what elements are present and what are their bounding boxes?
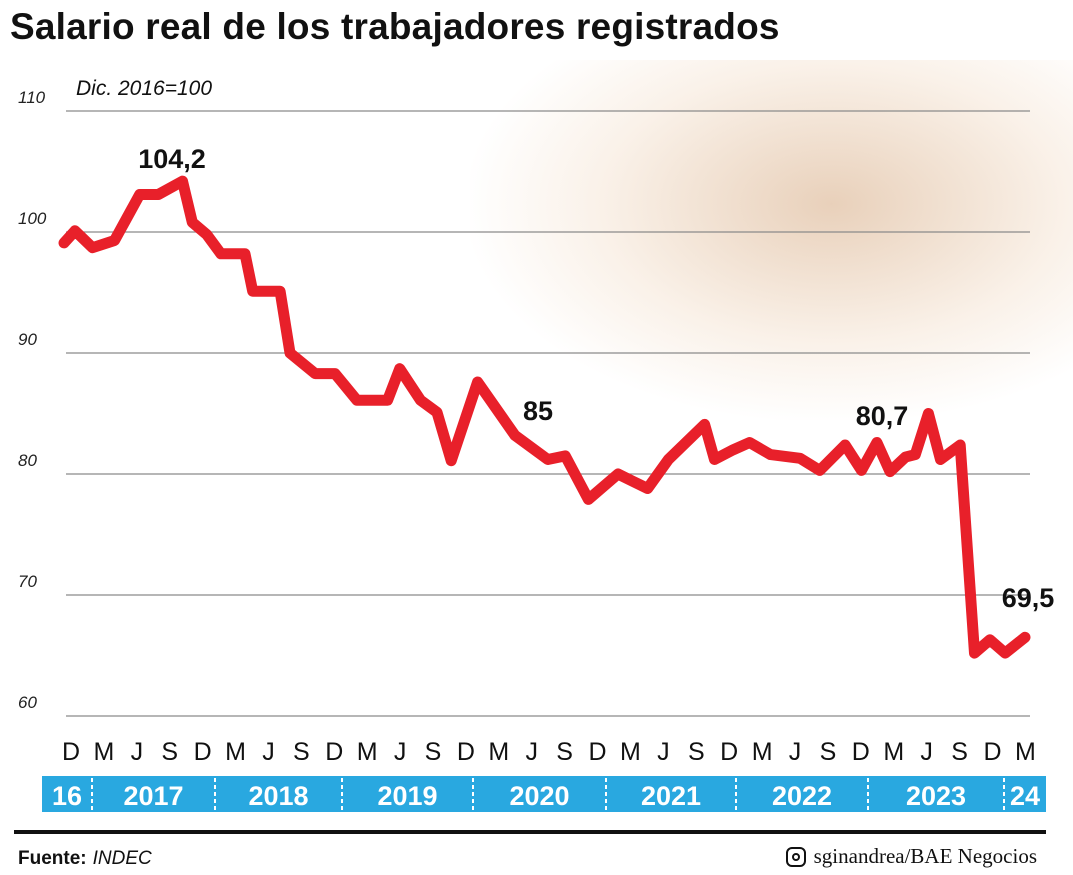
chart-subtitle: Dic. 2016=100 bbox=[76, 77, 212, 100]
x-tick-label: M bbox=[357, 738, 378, 766]
x-tick-label: M bbox=[752, 738, 773, 766]
instagram-icon bbox=[785, 846, 806, 867]
x-tick-label: D bbox=[457, 738, 475, 766]
x-tick-label: M bbox=[488, 738, 509, 766]
footer-divider bbox=[14, 830, 1046, 834]
background-photo-wallet-calculator bbox=[470, 60, 1073, 420]
x-tick-label: S bbox=[820, 738, 837, 766]
year-label: 16 bbox=[52, 781, 82, 811]
y-tick-label: 110 bbox=[18, 88, 46, 107]
y-tick-label: 60 bbox=[18, 693, 37, 712]
x-tick-label: M bbox=[225, 738, 246, 766]
year-label: 2019 bbox=[377, 781, 437, 811]
chart-title: Salario real de los trabajadores registr… bbox=[10, 6, 780, 47]
y-tick-label: 80 bbox=[18, 451, 37, 470]
year-label: 2023 bbox=[906, 781, 966, 811]
x-tick-label: D bbox=[983, 738, 1001, 766]
x-tick-label: M bbox=[1015, 738, 1036, 766]
x-tick-label: D bbox=[325, 738, 343, 766]
year-band bbox=[42, 776, 1046, 812]
x-tick-label: M bbox=[883, 738, 904, 766]
x-tick-label: J bbox=[131, 738, 144, 766]
x-tick-label: S bbox=[951, 738, 968, 766]
data-label: 69,5 bbox=[1002, 583, 1055, 613]
source-note: Fuente: INDEC bbox=[18, 848, 152, 870]
credit: sginandrea/BAE Negocios bbox=[785, 844, 1037, 869]
data-label: 104,2 bbox=[138, 144, 206, 174]
x-tick-label: D bbox=[589, 738, 607, 766]
x-tick-label: M bbox=[620, 738, 641, 766]
x-tick-label: J bbox=[920, 738, 933, 766]
data-label: 80,7 bbox=[856, 401, 909, 431]
x-tick-label: J bbox=[394, 738, 407, 766]
x-tick-label: D bbox=[852, 738, 870, 766]
credit-text: sginandrea/BAE Negocios bbox=[813, 844, 1037, 868]
x-tick-label: S bbox=[293, 738, 310, 766]
x-tick-label: D bbox=[720, 738, 738, 766]
year-label: 24 bbox=[1010, 781, 1040, 811]
x-tick-label: S bbox=[688, 738, 705, 766]
source-label: Fuente: bbox=[18, 848, 87, 869]
x-tick-label: J bbox=[262, 738, 275, 766]
x-tick-label: J bbox=[525, 738, 538, 766]
year-label: 2020 bbox=[509, 781, 569, 811]
year-label: 2022 bbox=[772, 781, 832, 811]
y-tick-label: 90 bbox=[18, 330, 37, 349]
y-tick-label: 70 bbox=[18, 572, 37, 591]
x-tick-label: D bbox=[194, 738, 212, 766]
year-label: 2018 bbox=[248, 781, 308, 811]
series-line-salario-real bbox=[58, 175, 1031, 659]
y-tick-label: 100 bbox=[18, 209, 47, 228]
x-tick-label: D bbox=[62, 738, 80, 766]
year-label: 2017 bbox=[123, 781, 183, 811]
x-tick-label: S bbox=[425, 738, 442, 766]
source-value: INDEC bbox=[92, 848, 152, 869]
year-label: 2021 bbox=[641, 781, 701, 811]
x-tick-label: M bbox=[93, 738, 114, 766]
x-tick-label: J bbox=[789, 738, 802, 766]
data-label: 85 bbox=[523, 396, 553, 426]
x-tick-label: J bbox=[657, 738, 670, 766]
x-tick-label: S bbox=[161, 738, 178, 766]
x-tick-label: S bbox=[556, 738, 573, 766]
